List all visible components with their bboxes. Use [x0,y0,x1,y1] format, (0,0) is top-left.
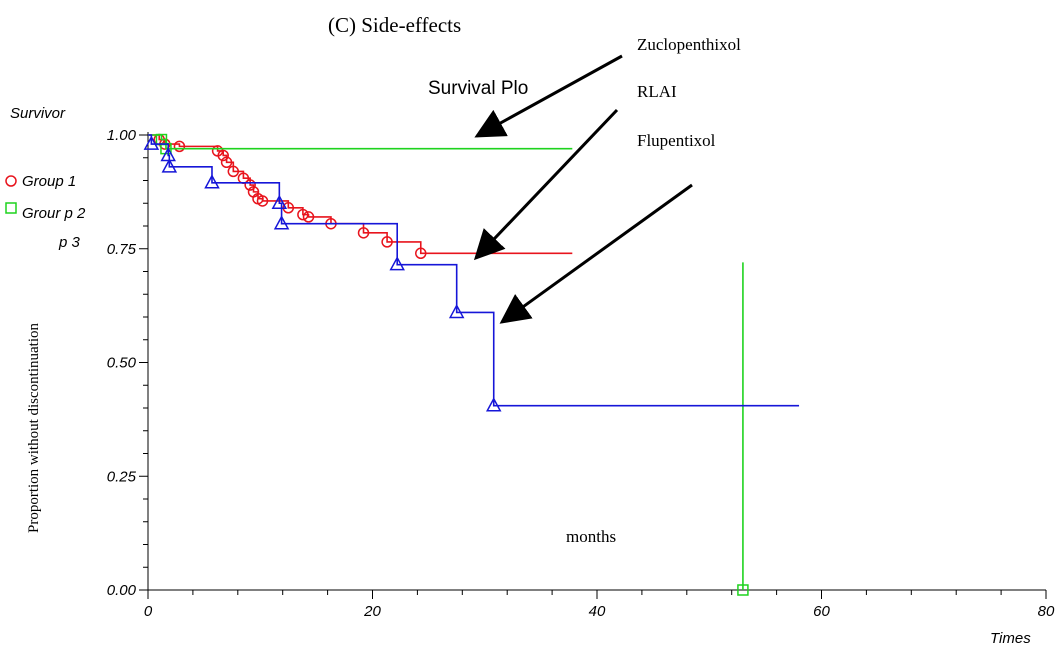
x-tick-label: 80 [1038,603,1055,620]
x-tick-label: 0 [144,603,153,620]
triangle-marker [448,303,465,319]
circle-marker [302,211,315,223]
triangle-marker [485,397,502,412]
survival-step-line [148,134,800,407]
x-ticks: 0 20 40 60 80 [144,590,1055,620]
circle-marker [297,208,309,221]
series-triangle [143,134,800,412]
annotation-rlai: RLAI [637,82,677,101]
annotation-zuclopenthixol: Zuclopenthixol [637,35,741,54]
x-tick-label: 60 [813,603,830,620]
arrow-flupentixol [499,183,693,324]
circle-marker [357,227,370,239]
arrow-rlai [473,108,619,261]
series-square [148,133,749,596]
triangle-marker [143,135,160,150]
circle-marker [173,140,186,153]
circle-marker [381,236,393,248]
series-layer [143,133,800,596]
inner-x-label: months [566,527,616,546]
y-tick-label: 0.25 [107,468,137,485]
x-axis-label: Times [990,630,1031,647]
x-tick-label: 20 [363,603,381,620]
y-axis-top-label: Survivor [10,105,66,122]
y-tick-label: 0.00 [107,582,137,599]
y-axis-label: Proportion without discontinuation [26,323,42,533]
triangle-marker [204,174,220,189]
plot-title: Survival Plo [428,78,528,99]
triangle-marker [271,194,288,209]
axes: 0 20 40 60 80 0.00 0.25 0.50 0.75 1.00 [107,127,1055,620]
y-tick-label: 0.75 [107,241,137,258]
legend-square-marker [5,202,17,214]
x-tick-label: 40 [589,603,606,620]
legend-group-3: p 3 [58,234,81,251]
series-circle [148,133,573,260]
triangle-marker [161,158,178,173]
circle-marker [256,195,269,207]
y-tick-label: 1.00 [107,127,137,144]
circle-marker [244,179,256,191]
y-tick-label: 0.50 [107,355,137,372]
circle-marker [415,247,427,260]
arrow-zuclopenthixol [474,54,623,138]
triangle-marker [273,215,290,230]
triangle-marker [389,256,405,271]
annotation-flupentixol: Flupentixol [637,131,716,150]
circle-marker [220,156,233,169]
circle-marker [227,165,240,178]
legend: Group 1 Grour p 2 p 3 [5,173,86,251]
y-ticks: 0.00 0.25 0.50 0.75 1.00 [107,127,148,599]
panel-title: (C) Side-effects [328,13,461,37]
circle-marker [217,149,229,162]
legend-circle-marker [5,175,17,187]
annotations: Zuclopenthixol RLAI Flupentixol [473,35,741,324]
legend-group-1: Group 1 [22,173,76,190]
legend-group-2: Grour p 2 [22,205,86,222]
square-marker [737,584,749,596]
